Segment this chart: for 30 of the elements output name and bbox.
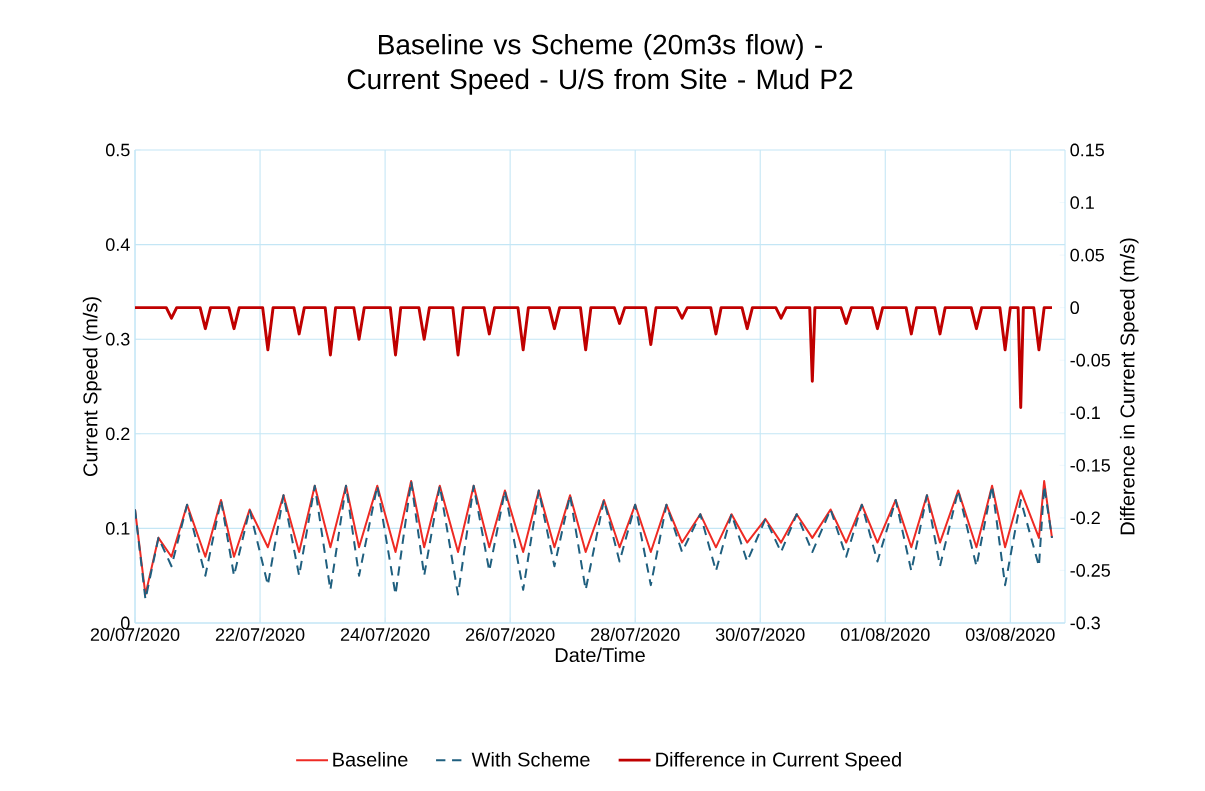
y2-tick-label: -0.05 bbox=[1070, 353, 1110, 367]
legend-label: Difference in Current Speed bbox=[656, 751, 901, 771]
y2-tick-label: -0.3 bbox=[1070, 616, 1100, 630]
y2-tick-label: -0.25 bbox=[1070, 564, 1110, 577]
y2-tick-label: 0.15 bbox=[1070, 143, 1104, 157]
y2-tick-label: 0.05 bbox=[1070, 248, 1104, 262]
x-tick-label: 22/07/2020 bbox=[215, 627, 305, 641]
legend-label: Baseline bbox=[333, 751, 408, 767]
x-tick-label: 24/07/2020 bbox=[340, 627, 430, 641]
y-tick-label: 0.1 bbox=[105, 522, 130, 535]
x-tick-label: 28/07/2020 bbox=[591, 627, 680, 641]
x-tick-label: 01/08/2020 bbox=[840, 627, 930, 641]
y2-axis-title: Difference in Current Speed (m/s) bbox=[1119, 238, 1139, 535]
x-tick-label: 26/07/2020 bbox=[465, 627, 555, 641]
y2-tick-label: 0.1 bbox=[1070, 196, 1094, 209]
y-tick-label: 0.4 bbox=[105, 238, 130, 251]
y2-tick-label: -0.2 bbox=[1070, 511, 1100, 525]
line-series bbox=[135, 306, 1054, 409]
y-axis-title: Current Speed (m/s) bbox=[82, 297, 102, 477]
legend-label: With Scheme bbox=[471, 751, 590, 767]
chart-title: Baseline vs Scheme (20m3s flow) - Current Speed - U/S from Site - Mud P2 bbox=[347, 33, 853, 95]
y2-tick-label: 0 bbox=[1070, 301, 1080, 315]
y2-tick-label: -0.1 bbox=[1070, 406, 1100, 420]
y-tick-label: 0.5 bbox=[105, 143, 130, 157]
x-tick-label: 30/07/2020 bbox=[715, 627, 805, 641]
y-tick-label: 0.2 bbox=[105, 427, 130, 441]
x-tick-label: 03/08/2020 bbox=[965, 627, 1055, 641]
y2-tick-label: -0.15 bbox=[1070, 458, 1110, 472]
y-tick-label: 0.3 bbox=[105, 332, 130, 346]
x-axis-title: Date/Time bbox=[555, 647, 645, 663]
